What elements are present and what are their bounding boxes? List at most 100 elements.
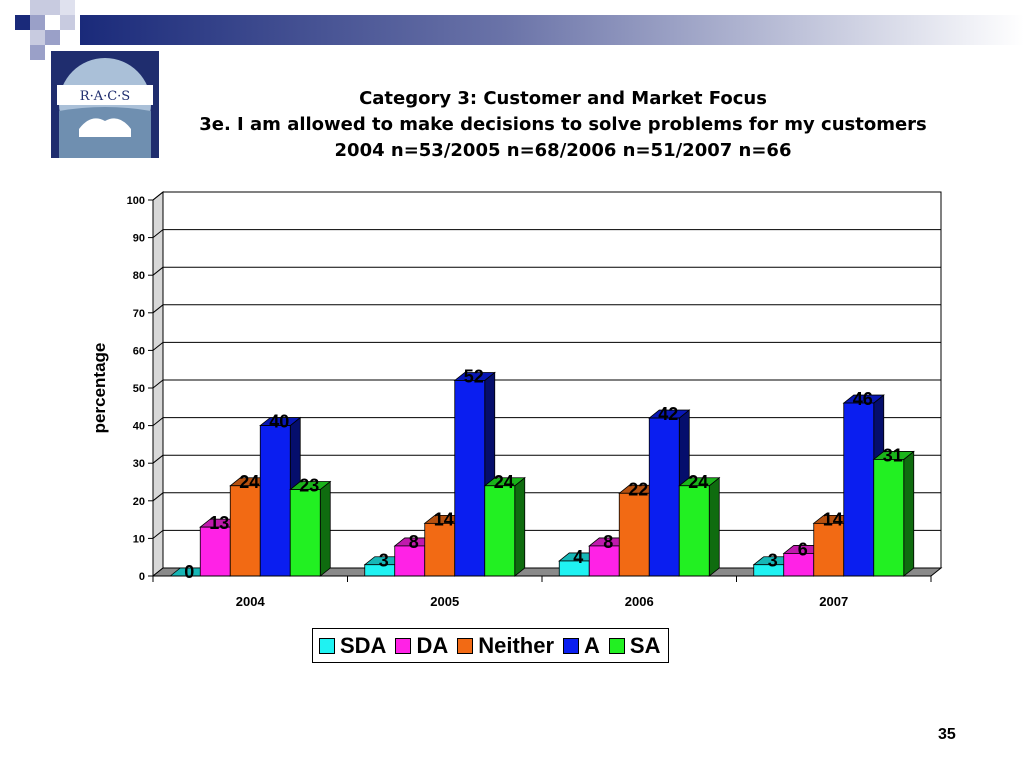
data-label: 6 bbox=[798, 539, 808, 559]
gridline-side bbox=[152, 530, 164, 539]
data-label: 23 bbox=[299, 476, 319, 496]
x-tick-label: 2007 bbox=[819, 594, 848, 609]
gridline-side bbox=[152, 304, 164, 314]
gridline-side bbox=[152, 454, 164, 464]
legend-swatch bbox=[395, 637, 412, 654]
slide-title: Category 3: Customer and Market Focus 3e… bbox=[150, 86, 976, 164]
header-square bbox=[45, 15, 60, 30]
x-tick-label: 2004 bbox=[236, 594, 266, 609]
gridline-side bbox=[152, 417, 164, 426]
gridline-side bbox=[152, 229, 164, 238]
gridline-side bbox=[152, 492, 164, 502]
x-tick-label: 2006 bbox=[625, 594, 654, 609]
y-tick-label: 30 bbox=[133, 458, 145, 470]
header-square bbox=[45, 30, 60, 45]
data-label: 4 bbox=[573, 547, 583, 567]
gridline-side bbox=[152, 379, 164, 389]
bar bbox=[588, 545, 620, 577]
y-tick-label: 90 bbox=[133, 233, 145, 245]
data-label: 52 bbox=[464, 366, 484, 386]
header-square bbox=[30, 45, 45, 60]
gridline-side bbox=[152, 191, 164, 201]
logo-text: R·A·C·S bbox=[80, 89, 130, 104]
data-label: 40 bbox=[269, 412, 289, 432]
data-label: 14 bbox=[434, 509, 454, 529]
header-square bbox=[60, 0, 75, 15]
data-label: 24 bbox=[239, 472, 259, 492]
y-tick-label: 80 bbox=[133, 270, 145, 282]
logo-graphic: R·A·C·S bbox=[57, 58, 153, 158]
data-label: 24 bbox=[688, 472, 708, 492]
bar bbox=[813, 522, 845, 577]
y-tick-label: 60 bbox=[133, 345, 145, 357]
header-square bbox=[60, 15, 75, 30]
y-tick-label: 20 bbox=[133, 496, 145, 508]
data-label: 24 bbox=[494, 472, 514, 492]
data-label: 13 bbox=[209, 513, 229, 533]
legend-swatch bbox=[608, 637, 625, 654]
bar bbox=[259, 425, 291, 577]
data-label: 0 bbox=[184, 562, 194, 582]
gridline-side bbox=[152, 266, 164, 276]
bar bbox=[873, 459, 905, 577]
data-label: 46 bbox=[853, 389, 873, 409]
header-square bbox=[45, 0, 60, 15]
legend-swatch bbox=[563, 637, 580, 654]
gridline-side bbox=[152, 342, 164, 351]
header-square bbox=[15, 15, 30, 30]
bar bbox=[484, 485, 516, 577]
bar-side bbox=[903, 450, 915, 577]
chart-legend: SDA DA Neither A SA bbox=[312, 628, 670, 663]
bar bbox=[648, 417, 680, 577]
header-square bbox=[30, 30, 45, 45]
bar bbox=[843, 402, 875, 577]
header-square bbox=[30, 15, 45, 30]
y-tick-label: 40 bbox=[133, 421, 145, 433]
data-label: 31 bbox=[883, 445, 903, 465]
bar bbox=[678, 485, 710, 577]
legend-item: SA bbox=[608, 632, 661, 659]
y-tick-label: 50 bbox=[133, 383, 145, 395]
page-number: 35 bbox=[938, 726, 956, 743]
data-label: 8 bbox=[603, 532, 613, 552]
bar bbox=[454, 380, 486, 577]
bar-side bbox=[319, 480, 331, 577]
bar bbox=[618, 492, 650, 577]
legend-item: DA bbox=[395, 633, 448, 659]
legend-label: SDA bbox=[340, 632, 387, 658]
header-gradient-bar bbox=[80, 15, 1024, 45]
y-tick-label: 100 bbox=[127, 195, 145, 207]
bar-side bbox=[708, 476, 720, 577]
x-tick-label: 2005 bbox=[430, 594, 459, 609]
legend-item: Neither bbox=[457, 633, 554, 659]
y-tick-label: 10 bbox=[133, 533, 145, 545]
bar-chart: 0 10 20 30 40 50 60 70 80 90 100 percentage 2004 0 13 2… bbox=[90, 190, 943, 609]
legend-label: DA bbox=[416, 632, 449, 658]
legend-swatch bbox=[319, 637, 335, 654]
data-label: 14 bbox=[823, 509, 843, 529]
data-label: 8 bbox=[409, 532, 419, 552]
legend-label: Neither bbox=[478, 632, 555, 658]
bar bbox=[424, 522, 456, 577]
legend-swatch bbox=[457, 637, 474, 654]
header-band bbox=[15, 0, 1024, 60]
data-label: 3 bbox=[379, 551, 389, 571]
bar bbox=[289, 489, 321, 577]
title-line-2: 3e. I am allowed to make decisions to so… bbox=[199, 114, 927, 135]
y-tick-label: 70 bbox=[133, 308, 145, 320]
data-label: 3 bbox=[768, 551, 778, 571]
racs-logo: R·A·C·S bbox=[51, 51, 159, 158]
bar bbox=[394, 545, 426, 577]
bar-side bbox=[514, 476, 526, 577]
title-line-1: Category 3: Customer and Market Focus bbox=[359, 88, 767, 109]
bar bbox=[229, 485, 261, 577]
header-square bbox=[30, 0, 45, 15]
legend-item: A bbox=[563, 633, 600, 659]
bar bbox=[199, 526, 231, 577]
legend-label: A bbox=[584, 632, 600, 658]
y-axis-label: percentage bbox=[90, 343, 109, 434]
legend-label: SA bbox=[629, 632, 661, 658]
y-tick-label: 0 bbox=[139, 571, 145, 583]
data-label: 22 bbox=[628, 479, 648, 499]
title-line-3: 2004 n=53/2005 n=68/2006 n=51/2007 n=66 bbox=[334, 140, 792, 161]
